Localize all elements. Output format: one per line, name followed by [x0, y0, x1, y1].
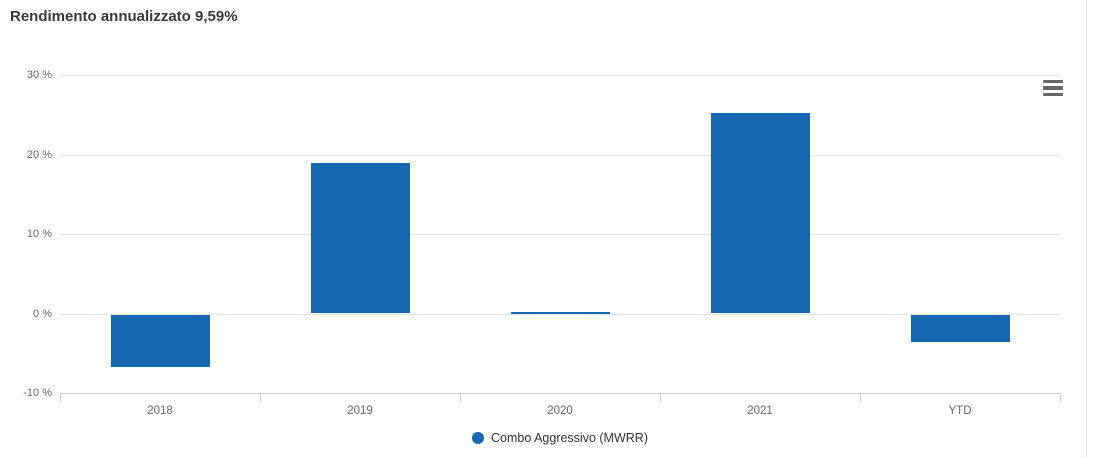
hamburger-bar	[1043, 79, 1063, 84]
y-axis-label: -10 %	[23, 387, 52, 399]
hamburger-menu-icon[interactable]	[1043, 78, 1067, 98]
bar-2019[interactable]	[310, 163, 410, 314]
bar-2021[interactable]	[710, 113, 810, 314]
x-axis-tick	[60, 393, 61, 402]
x-axis-tick	[660, 393, 661, 402]
x-axis-tick	[260, 393, 261, 402]
y-axis-label: 30 %	[26, 69, 52, 81]
legend-series-marker-icon	[472, 432, 484, 444]
hamburger-bar	[1043, 92, 1063, 97]
gridline-0	[60, 313, 1060, 315]
bar-2018[interactable]	[110, 314, 210, 367]
x-axis-label-YTD: YTD	[948, 405, 972, 417]
gridline-20	[60, 154, 1060, 156]
chart-title: Rendimento annualizzato 9,59%	[10, 8, 238, 25]
x-axis-tick	[460, 393, 461, 402]
x-axis-line	[60, 393, 1060, 394]
legend-series-label: Combo Aggressivo (MWRR)	[491, 431, 648, 445]
y-axis-label: 20 %	[26, 148, 52, 161]
y-axis-label: 10 %	[26, 228, 52, 240]
legend-item-combo-aggressivo[interactable]: Combo Aggressivo (MWRR)	[472, 431, 648, 445]
y-axis-label: 0 %	[33, 307, 52, 320]
x-axis-tick	[1060, 393, 1061, 402]
x-axis-label-2021: 2021	[747, 405, 773, 417]
x-axis-tick	[860, 393, 861, 402]
gridline-10	[60, 234, 1060, 235]
chart-legend: Combo Aggressivo (MWRR)	[60, 429, 1060, 447]
x-axis-label-2018: 2018	[147, 405, 173, 417]
bar-YTD[interactable]	[910, 314, 1010, 343]
plot-area: 30 % 20 % 10 % 0 % -10 % 2018 2019 2020 2021 YTD	[23, 69, 1061, 417]
hamburger-bar	[1043, 86, 1063, 90]
x-axis-label-2019: 2019	[347, 405, 373, 417]
card-right-border	[1086, 0, 1087, 457]
x-axis-label-2020: 2020	[547, 405, 573, 417]
gridline-30	[60, 75, 1060, 76]
bar-2020[interactable]	[510, 311, 610, 314]
